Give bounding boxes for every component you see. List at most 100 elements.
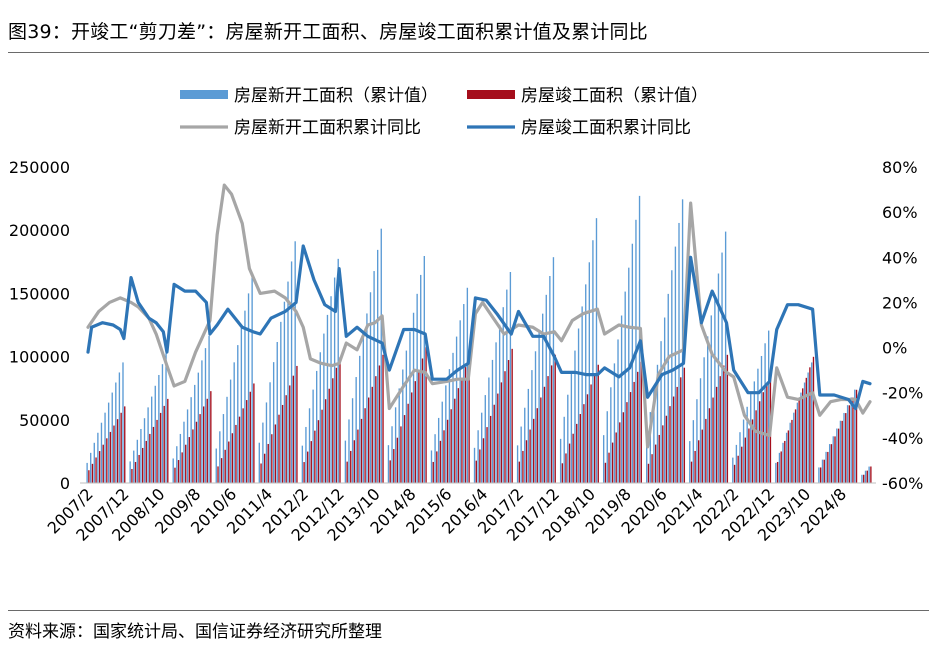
starts-bar	[570, 372, 573, 483]
starts-bar	[588, 262, 590, 483]
starts-bar	[333, 277, 336, 483]
completions-bar	[457, 388, 460, 483]
starts-bar	[785, 432, 788, 483]
completions-bar	[787, 430, 790, 483]
completions-bar	[267, 443, 269, 483]
starts-bar	[606, 411, 608, 483]
completions-bar	[382, 354, 384, 483]
completions-bar	[593, 374, 596, 483]
completions-bar	[407, 403, 409, 483]
completions-bar	[705, 418, 707, 483]
starts-bar	[244, 310, 246, 483]
completions-bar	[834, 436, 836, 483]
legend-item-starts-bar[interactable]: 房屋新开工面积（累计值）	[180, 86, 438, 106]
starts-bar	[796, 402, 799, 483]
starts-bar	[542, 313, 544, 483]
starts-bar	[663, 317, 666, 483]
completions-bar	[866, 470, 868, 483]
starts-bar	[251, 276, 253, 483]
starts-bar	[613, 363, 616, 483]
completions-bar	[149, 433, 151, 483]
starts-bar	[602, 435, 605, 483]
starts-bar	[107, 402, 110, 483]
completions-bar	[611, 442, 614, 483]
completions-bar	[235, 424, 237, 483]
right-axis-tick-label: 20%	[882, 293, 918, 312]
completions-bar	[321, 409, 323, 483]
legend: 房屋新开工面积（累计值） 房屋竣工面积（累计值） 房屋新开工面积累计同比 房屋竣…	[180, 86, 708, 138]
completions-bar	[134, 461, 137, 483]
completions-bar	[827, 451, 829, 483]
starts-bar	[179, 433, 182, 483]
completions-bar	[755, 410, 757, 483]
starts-bar	[186, 409, 189, 483]
completions-bar	[837, 428, 840, 483]
completions-bar	[414, 381, 416, 483]
left-axis-tick-label: 0	[60, 474, 70, 493]
starts-bar	[369, 292, 372, 483]
completions-bar	[346, 461, 348, 483]
completions-bar	[368, 397, 370, 483]
starts-bar	[624, 291, 626, 483]
starts-bar	[420, 274, 422, 483]
completions-bar	[479, 449, 481, 483]
completions-bar	[138, 454, 140, 483]
completions-bar	[163, 405, 165, 483]
starts-bar	[656, 364, 659, 483]
completions-bar	[554, 354, 556, 483]
starts-bar	[854, 389, 856, 483]
completions-bar	[228, 441, 230, 483]
legend-item-completions-yoy[interactable]: 房屋竣工面积累计同比	[467, 118, 691, 138]
completions-bar	[396, 437, 399, 483]
starts-bar	[800, 392, 802, 483]
completions-bar	[152, 426, 155, 483]
completions-bar	[568, 443, 571, 483]
starts-bar	[237, 345, 239, 483]
completions-bar	[411, 392, 413, 483]
completions-bar	[181, 452, 183, 483]
completions-bar	[188, 437, 190, 483]
completions-bar	[375, 376, 377, 483]
completions-bar	[870, 466, 872, 483]
starts-bar	[653, 388, 655, 483]
completions-bar	[307, 451, 309, 483]
completions-bar	[199, 414, 201, 483]
starts-bar	[143, 418, 146, 483]
starts-bar	[617, 339, 619, 483]
starts-bar	[398, 388, 400, 483]
legend-item-starts-yoy[interactable]: 房屋新开工面积累计同比	[180, 118, 421, 138]
completions-bar	[626, 402, 628, 483]
completions-bar	[278, 414, 280, 483]
starts-bar	[692, 420, 695, 483]
starts-bar	[549, 276, 551, 483]
starts-bar	[348, 419, 350, 483]
starts-bar	[861, 474, 863, 483]
completions-bar	[88, 470, 90, 483]
completions-bar	[608, 452, 610, 483]
starts-bar	[305, 426, 307, 483]
completions-bar	[202, 406, 205, 483]
starts-bar	[326, 314, 329, 483]
starts-bar	[111, 392, 113, 483]
starts-bar	[229, 379, 232, 483]
starts-bar	[527, 388, 530, 483]
completions-bar	[317, 420, 320, 483]
starts-bar	[689, 441, 691, 483]
completions-bar	[177, 460, 180, 483]
completions-bar	[210, 391, 212, 483]
completions-bar	[759, 401, 761, 483]
completions-bar	[640, 361, 642, 483]
starts-bar	[850, 397, 852, 483]
starts-bar	[463, 304, 465, 483]
starts-bar	[269, 382, 271, 483]
completions-bar	[536, 408, 538, 483]
completions-bar	[637, 371, 639, 483]
starts-bar	[222, 414, 225, 483]
left-axis-tick-label: 150000	[9, 284, 70, 303]
legend-item-completions-bar[interactable]: 房屋竣工面积（累计值）	[467, 86, 708, 106]
starts-bar	[262, 422, 264, 483]
starts-bar	[283, 301, 286, 483]
starts-bar	[585, 284, 587, 483]
starts-bar	[742, 419, 745, 483]
starts-bar	[524, 407, 526, 483]
